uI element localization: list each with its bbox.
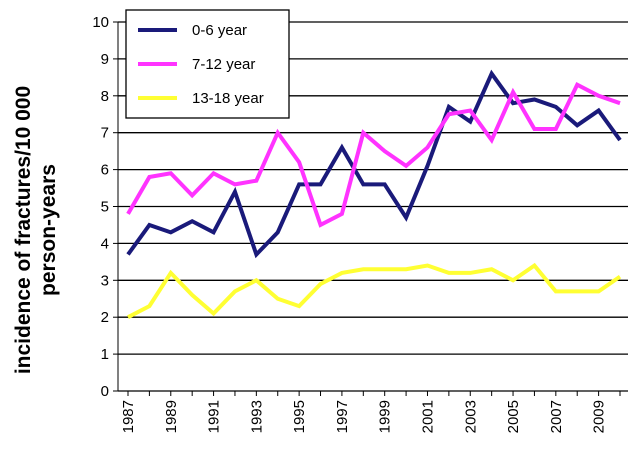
y-tick-label-2: 2 xyxy=(101,309,109,326)
x-tick-label-2001: 2001 xyxy=(419,400,436,433)
y-tick-label-8: 8 xyxy=(101,88,109,105)
y-tick-label-9: 9 xyxy=(101,51,109,68)
x-tick-label-1989: 1989 xyxy=(163,400,180,433)
y-tick-label-4: 4 xyxy=(101,235,109,252)
y-tick-label-5: 5 xyxy=(101,199,109,216)
gridlines xyxy=(118,21,628,355)
y-tick-label-7: 7 xyxy=(101,125,109,142)
x-tick-label-1987: 1987 xyxy=(120,400,137,433)
axes: 0 1 2 3 4 5 6 7 8 9 10 1987 1989 1991 1993 1995 1997 1999… xyxy=(92,14,628,433)
legend: 0-6 year 7-12 year 13-18 year xyxy=(125,9,290,119)
x-tick-label-2009: 2009 xyxy=(591,400,608,433)
x-tick-label-2005: 2005 xyxy=(505,400,522,433)
y-axis-title-line-1: incidence of fractures/10 000 xyxy=(12,86,35,374)
x-tick-label-1991: 1991 xyxy=(206,400,223,433)
series-line-3 xyxy=(127,262,622,319)
x-tick-label-2007: 2007 xyxy=(548,400,565,433)
series-line-1 xyxy=(126,69,622,259)
y-tick-label-1: 1 xyxy=(101,346,109,363)
y-tick-label-3: 3 xyxy=(101,272,109,289)
x-tick-label-2003: 2003 xyxy=(462,400,479,433)
x-tick-label-1993: 1993 xyxy=(248,400,265,433)
legend-label-1: 0-6 year xyxy=(192,22,247,39)
x-tick-label-1995: 1995 xyxy=(291,400,308,433)
legend-label-3: 13-18 year xyxy=(192,90,264,107)
y-tick-label-0: 0 xyxy=(101,383,109,400)
series-lines xyxy=(126,69,622,319)
legend-label-2: 7-12 year xyxy=(192,56,255,73)
y-axis-title-line-2: person-years xyxy=(37,164,60,296)
y-tick-label-10: 10 xyxy=(92,14,109,31)
y-tick-label-6: 6 xyxy=(101,162,109,179)
x-tick-label-1999: 1999 xyxy=(377,400,394,433)
x-tick-label-1997: 1997 xyxy=(334,400,351,433)
series-line-2 xyxy=(126,82,621,228)
